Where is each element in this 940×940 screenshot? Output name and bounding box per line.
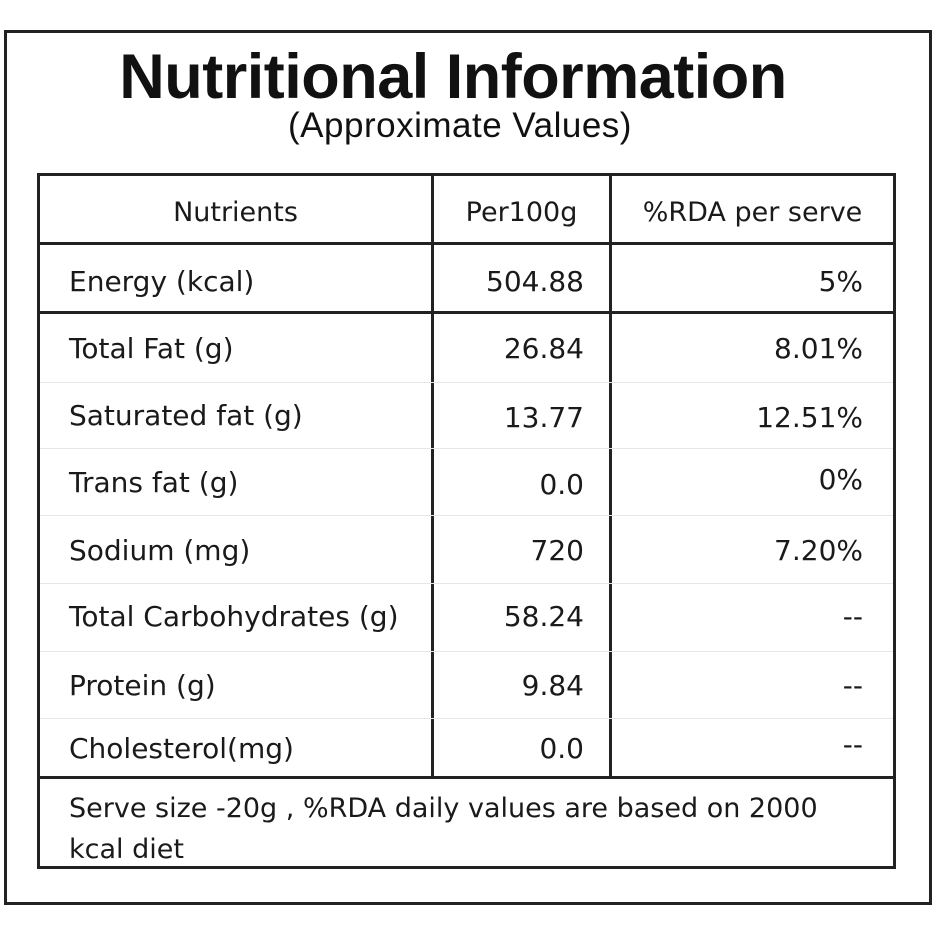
footnote-divider [40,776,893,779]
row-energy-name: Energy (kcal) [69,265,255,298]
row-protein-rda: -- [842,669,863,702]
row-cholesterol-rda: -- [842,728,863,761]
row-carbohydrates-rda: -- [842,600,863,633]
header-nutrients: Nutrients [173,197,298,228]
row-sodium-per100g: 720 [530,534,584,567]
row-divider [40,651,893,652]
row-sodium-name: Sodium (mg) [69,534,251,567]
row-energy-rda: 5% [818,265,863,298]
row-protein-name: Protein (g) [69,669,216,702]
row-total-fat-per100g: 26.84 [503,332,584,365]
header-rda: %RDA per serve [642,197,863,228]
row-cholesterol-name: Cholesterol(mg) [69,732,294,765]
row-total-fat-rda: 8.01% [774,332,863,365]
label-frame [4,30,932,905]
row-carbohydrates-per100g: 58.24 [503,600,584,633]
row-divider [40,382,893,383]
header-divider [40,242,893,245]
row-saturated-fat-name: Saturated fat (g) [69,399,303,432]
row-carbohydrates-name: Total Carbohydrates (g) [69,600,399,633]
nutrition-table: Nutrients Per100g %RDA per serve Energy … [37,173,896,869]
row-total-fat-name: Total Fat (g) [69,332,234,365]
column-divider-2 [609,176,612,779]
row-energy-per100g: 504.88 [486,265,584,298]
header-per100g: Per100g [465,197,578,228]
row-trans-fat-name: Trans fat (g) [69,466,239,499]
page-subtitle: (Approximate Values) [288,106,632,145]
row-divider [40,718,893,719]
row-divider [40,515,893,516]
row-divider [40,448,893,449]
row-cholesterol-per100g: 0.0 [539,732,584,765]
energy-divider [40,311,893,314]
row-trans-fat-rda: 0% [818,463,863,496]
page-title: Nutritional Information [119,42,787,112]
row-trans-fat-per100g: 0.0 [539,468,584,501]
row-divider [40,583,893,584]
footnote: Serve size -20g , %RDA daily values are … [69,793,818,865]
column-divider-1 [431,176,434,779]
row-saturated-fat-per100g: 13.77 [503,401,584,434]
row-saturated-fat-rda: 12.51% [756,401,863,434]
row-protein-per100g: 9.84 [521,669,584,702]
row-sodium-rda: 7.20% [774,534,863,567]
